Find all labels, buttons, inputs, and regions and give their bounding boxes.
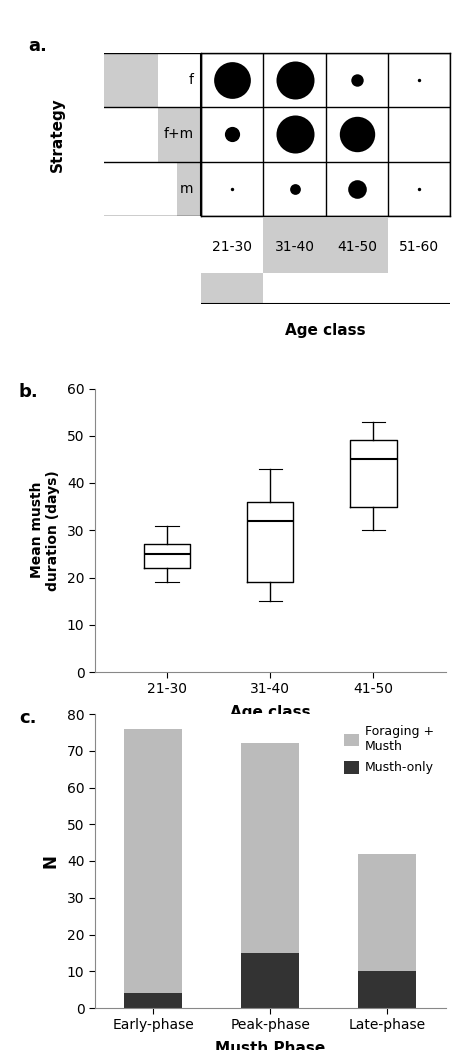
Bar [241, 743, 300, 953]
Point [415, 181, 423, 197]
Bar [124, 729, 182, 993]
Text: 21-30: 21-30 [212, 240, 252, 254]
Bar [177, 162, 201, 216]
Text: c.: c. [19, 709, 36, 727]
Text: 51-60: 51-60 [399, 240, 439, 254]
Bar [264, 216, 326, 273]
Bar [157, 107, 201, 162]
Text: b.: b. [19, 383, 39, 401]
X-axis label: Musth Phase: Musth Phase [215, 1041, 325, 1050]
Text: 31-40: 31-40 [274, 240, 315, 254]
Text: Strategy: Strategy [49, 97, 64, 172]
Bar [358, 971, 416, 1008]
X-axis label: Age class: Age class [230, 705, 310, 719]
Point [228, 71, 236, 88]
Text: 41-50: 41-50 [337, 240, 377, 254]
Bar [326, 216, 388, 273]
Point [291, 126, 299, 143]
Bar [104, 52, 157, 107]
Text: m: m [180, 182, 193, 196]
Bar [124, 993, 182, 1008]
Text: f+m: f+m [163, 127, 193, 142]
Point [415, 71, 423, 88]
Bar [241, 953, 300, 1008]
Text: Age class: Age class [285, 323, 366, 338]
Bar [201, 273, 264, 304]
Legend: Foraging +
Musth, Musth-only: Foraging + Musth, Musth-only [339, 720, 439, 779]
Point [291, 181, 299, 197]
Point [353, 71, 361, 88]
Y-axis label: Mean musth
duration (days): Mean musth duration (days) [29, 470, 60, 590]
Point [353, 126, 361, 143]
Point [291, 71, 299, 88]
Point [228, 181, 236, 197]
Point [228, 126, 236, 143]
Text: a.: a. [28, 37, 47, 55]
Y-axis label: N: N [42, 854, 60, 868]
Text: f: f [188, 72, 193, 87]
Point [353, 181, 361, 197]
Bar [358, 854, 416, 971]
